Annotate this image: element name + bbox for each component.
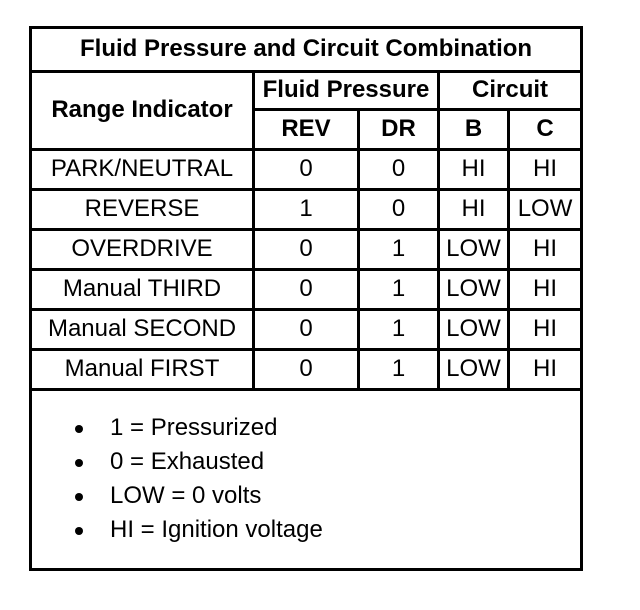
legend-item: 0 = Exhausted: [34, 446, 579, 480]
range-cell: PARK/NEUTRAL: [29, 148, 255, 191]
dr-cell: 1: [357, 268, 440, 311]
table-row: REVERSE 1 0 HI LOW: [29, 188, 584, 231]
c-cell: HI: [506, 228, 584, 271]
range-cell: Manual SECOND: [29, 308, 255, 351]
legend-text: 0 = Exhausted: [110, 448, 265, 476]
c-cell: LOW: [506, 188, 584, 231]
column-header-rev: REV: [252, 108, 360, 151]
table-row: Manual THIRD 0 1 LOW HI: [29, 268, 584, 311]
fluid-pressure-table: Fluid Pressure and Circuit Combination R…: [28, 26, 584, 571]
table-row: Manual FIRST 0 1 LOW HI: [29, 348, 584, 391]
c-cell: HI: [506, 268, 584, 311]
legend-text: HI = Ignition voltage: [110, 516, 323, 544]
rev-cell: 0: [252, 268, 360, 311]
b-cell: LOW: [437, 348, 510, 391]
dr-cell: 1: [357, 348, 440, 391]
table-title-row: Fluid Pressure and Circuit Combination: [28, 26, 584, 73]
b-cell: LOW: [437, 228, 510, 271]
dr-cell: 0: [357, 148, 440, 191]
legend-text: LOW = 0 volts: [110, 482, 262, 510]
b-cell: LOW: [437, 268, 510, 311]
fluid-pressure-group-header: Fluid Pressure: [252, 70, 440, 111]
c-cell: HI: [506, 348, 584, 391]
table-row: Manual SECOND 0 1 LOW HI: [29, 308, 584, 351]
dr-cell: 1: [357, 228, 440, 271]
column-header-c: C: [506, 108, 584, 151]
c-cell: HI: [506, 308, 584, 351]
legend-item: HI = Ignition voltage: [34, 514, 579, 548]
legend-row: 1 = Pressurized 0 = Exhausted LOW = 0 vo…: [28, 388, 584, 571]
rev-cell: 1: [252, 188, 360, 231]
range-cell: OVERDRIVE: [29, 228, 255, 271]
table-row: PARK/NEUTRAL 0 0 HI HI: [29, 148, 584, 191]
range-indicator-header: Range Indicator: [29, 70, 255, 151]
bullet-icon: [75, 492, 83, 501]
subheader-row: REV DR B C: [31, 108, 584, 151]
rev-cell: 0: [252, 148, 360, 191]
b-cell: LOW: [437, 308, 510, 351]
range-cell: Manual THIRD: [29, 268, 255, 311]
rev-cell: 0: [252, 348, 360, 391]
legend-item: 1 = Pressurized: [34, 412, 579, 446]
circuit-group-header: Circuit: [436, 70, 584, 111]
group-header-row: Range Indicator Fluid Pressure Circuit: [29, 70, 584, 151]
legend-cell: 1 = Pressurized 0 = Exhausted LOW = 0 vo…: [28, 388, 584, 571]
bullet-icon: [75, 458, 83, 467]
bullet-icon: [75, 424, 83, 433]
dr-cell: 0: [357, 188, 440, 231]
range-cell: Manual FIRST: [29, 348, 255, 391]
range-cell: REVERSE: [29, 188, 255, 231]
rev-cell: 0: [252, 308, 360, 351]
legend-item: LOW = 0 volts: [34, 480, 579, 514]
table-row: OVERDRIVE 0 1 LOW HI: [29, 228, 584, 271]
table-title: Fluid Pressure and Circuit Combination: [28, 26, 584, 73]
column-header-b: B: [437, 108, 510, 151]
column-header-dr: DR: [357, 108, 440, 151]
c-cell: HI: [506, 148, 584, 191]
bullet-icon: [75, 526, 83, 535]
legend-text: 1 = Pressurized: [110, 414, 278, 442]
b-cell: HI: [437, 188, 510, 231]
rev-cell: 0: [252, 228, 360, 271]
b-cell: HI: [437, 148, 510, 191]
dr-cell: 1: [357, 308, 440, 351]
